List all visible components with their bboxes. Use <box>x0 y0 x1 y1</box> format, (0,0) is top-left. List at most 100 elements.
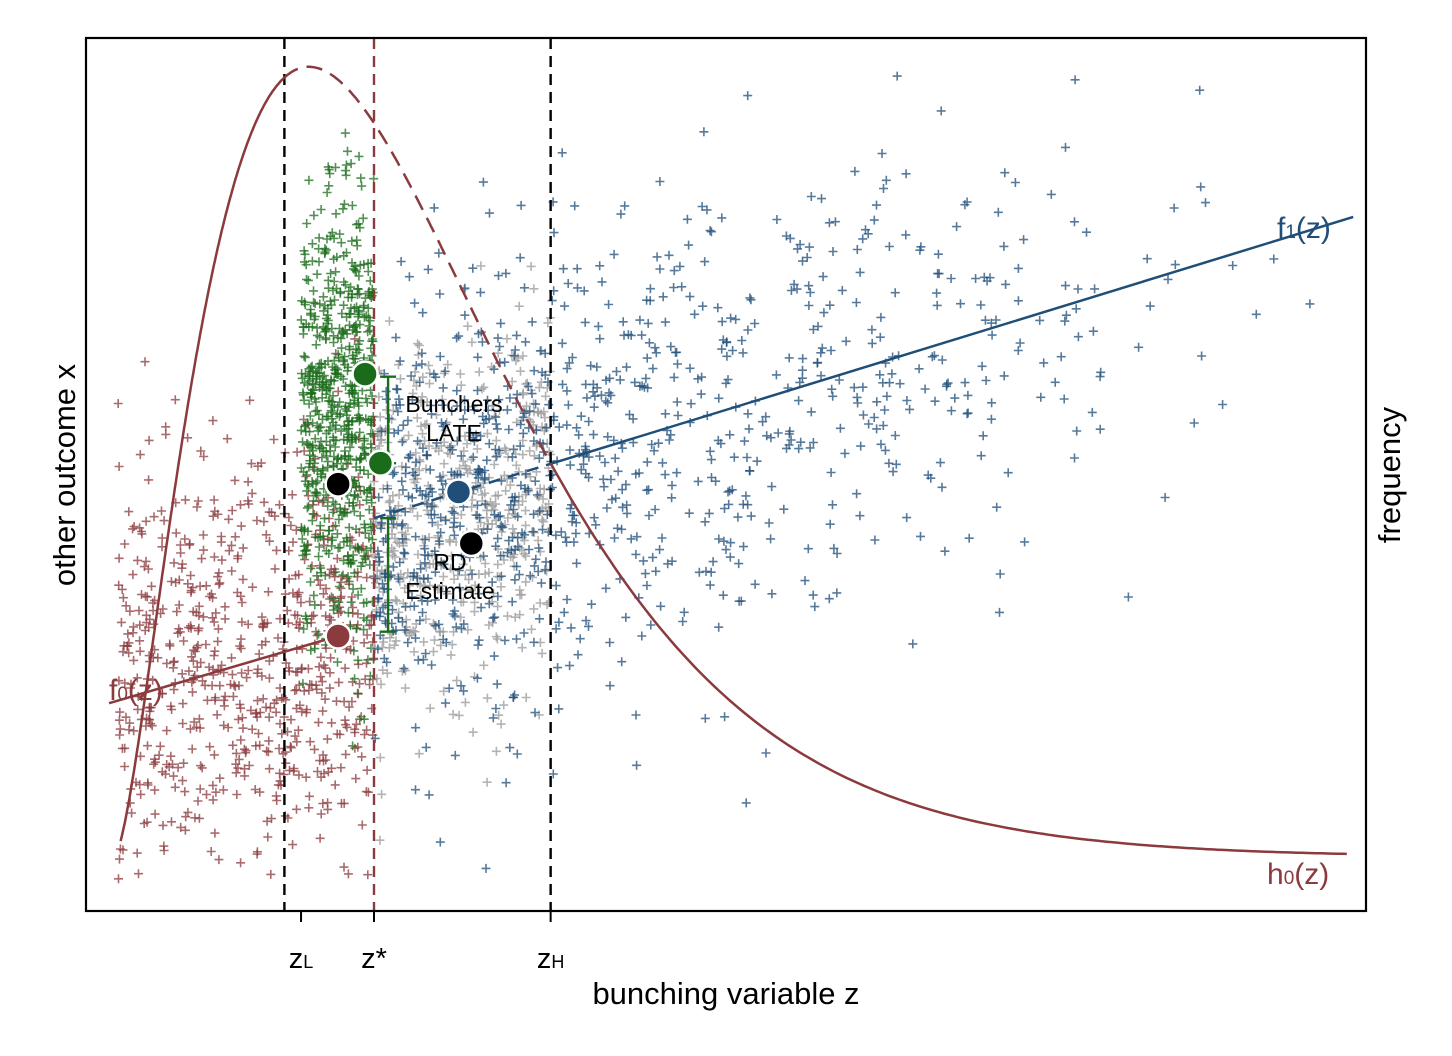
scatter-point-bunchers <box>331 521 340 531</box>
scatter-point-gray <box>399 573 408 583</box>
scatter-point-bunchers <box>337 343 347 353</box>
scatter-point-treated <box>421 649 431 658</box>
scatter-point-treated <box>609 249 619 259</box>
scatter-point-treated <box>586 361 596 371</box>
scatter-point-bunchers <box>360 448 369 458</box>
scatter-point-treated <box>473 386 482 395</box>
scatter-point-treated <box>415 615 425 625</box>
scatter-point-bunchers <box>358 442 367 452</box>
scatter-point-gray <box>502 334 512 344</box>
scatter-point-treated <box>449 518 459 528</box>
scatter-point-untreated <box>227 566 237 576</box>
scatter-point-treated <box>697 202 707 211</box>
scatter-point-treated <box>632 532 642 542</box>
scatter-point-treated <box>564 358 574 368</box>
scatter-point-bunchers <box>340 128 350 138</box>
scatter-point-gray <box>521 520 531 530</box>
scatter-point-treated <box>418 308 428 318</box>
scatter-point-untreated <box>184 666 194 676</box>
scatter-point-treated <box>855 511 865 521</box>
scatter-point-bunchers <box>355 427 365 437</box>
scatter-point-treated <box>465 428 475 438</box>
scatter-point-gray <box>515 543 525 553</box>
scatter-point-treated <box>991 315 1001 325</box>
scatter-point-treated <box>786 435 796 445</box>
scatter-point-untreated <box>313 575 323 585</box>
scatter-point-gray <box>439 459 449 469</box>
scatter-point-treated <box>529 366 539 376</box>
scatter-point-gray <box>425 581 435 591</box>
scatter-point-gray <box>529 284 539 294</box>
scatter-point-bunchers <box>363 267 373 276</box>
scatter-point-untreated <box>158 604 168 614</box>
scatter-point-gray <box>482 693 492 703</box>
scatter-point-bunchers <box>343 608 353 618</box>
scatter-point-untreated <box>362 630 372 640</box>
scatter-point-untreated <box>339 697 349 707</box>
scatter-point-treated <box>399 664 409 674</box>
scatter-point-treated <box>743 91 753 101</box>
scatter-point-treated <box>1010 178 1020 187</box>
x-axis-title: bunching variable z <box>592 976 859 1011</box>
scatter-point-untreated <box>236 634 246 644</box>
scatter-point-bunchers <box>347 236 357 246</box>
scatter-point-untreated <box>171 528 181 538</box>
scatter-point-bunchers <box>348 350 358 360</box>
scatter-point-treated <box>657 533 667 543</box>
scatter-point-treated <box>457 624 466 634</box>
scatter-point-treated <box>480 475 490 485</box>
scatter-point-treated <box>927 352 937 362</box>
scatter-point-untreated <box>157 506 166 516</box>
scatter-point-untreated <box>128 570 138 580</box>
scatter-point-treated <box>675 261 685 271</box>
scatter-point-bunchers <box>358 558 368 568</box>
scatter-point-treated <box>779 504 789 514</box>
scatter-point-treated <box>1088 326 1098 336</box>
scatter-point-bunchers <box>323 411 333 421</box>
scatter-point-untreated <box>341 749 351 759</box>
scatter-point-treated <box>392 384 401 394</box>
scatter-point-treated <box>976 300 986 310</box>
scatter-point-treated <box>1196 182 1206 192</box>
scatter-point-bunchers <box>310 600 320 610</box>
scatter-point-treated <box>385 506 395 515</box>
scatter-point-gray <box>537 648 547 658</box>
scatter-point-untreated <box>154 750 164 760</box>
scatter-point-bunchers <box>333 333 343 343</box>
scatter-point-untreated <box>120 762 130 771</box>
scatter-point-untreated <box>129 522 139 531</box>
scatter-point-untreated <box>236 858 246 868</box>
scatter-point-untreated <box>227 540 236 550</box>
scatter-point-treated <box>805 443 815 453</box>
scatter-point-bunchers <box>353 393 363 403</box>
scatter-point-bunchers <box>335 411 344 421</box>
scatter-point-bunchers <box>303 380 313 390</box>
scatter-point-bunchers <box>343 366 352 376</box>
scatter-point-untreated <box>264 764 274 774</box>
scatter-point-treated <box>535 346 545 356</box>
scatter-point-treated <box>599 482 609 492</box>
scatter-point-untreated <box>294 623 304 633</box>
scatter-point-gray <box>418 372 428 382</box>
scatter-point-treated <box>535 614 544 624</box>
scatter-point-treated <box>673 411 683 420</box>
scatter-point-treated <box>733 512 743 522</box>
scatter-point-treated <box>403 452 413 462</box>
scatter-point-bunchers <box>300 257 309 267</box>
x-ticks: zL z* zH <box>289 911 564 975</box>
scatter-point-gray <box>493 601 503 611</box>
scatter-point-gray <box>500 443 510 453</box>
scatter-point-bunchers <box>332 369 342 379</box>
scatter-point-untreated <box>125 718 135 728</box>
scatter-point-treated <box>725 430 735 440</box>
scatter-point-bunchers <box>346 159 356 169</box>
scatter-point-treated <box>547 296 557 306</box>
scatter-point-bunchers <box>316 563 326 573</box>
scatter-point-untreated <box>124 638 134 648</box>
scatter-point-untreated <box>187 744 197 754</box>
scatter-point-treated <box>554 617 564 627</box>
scatter-point-treated <box>591 520 601 530</box>
scatter-point-gray <box>370 508 380 518</box>
scatter-point-treated <box>491 452 501 462</box>
scatter-point-treated <box>484 599 494 609</box>
